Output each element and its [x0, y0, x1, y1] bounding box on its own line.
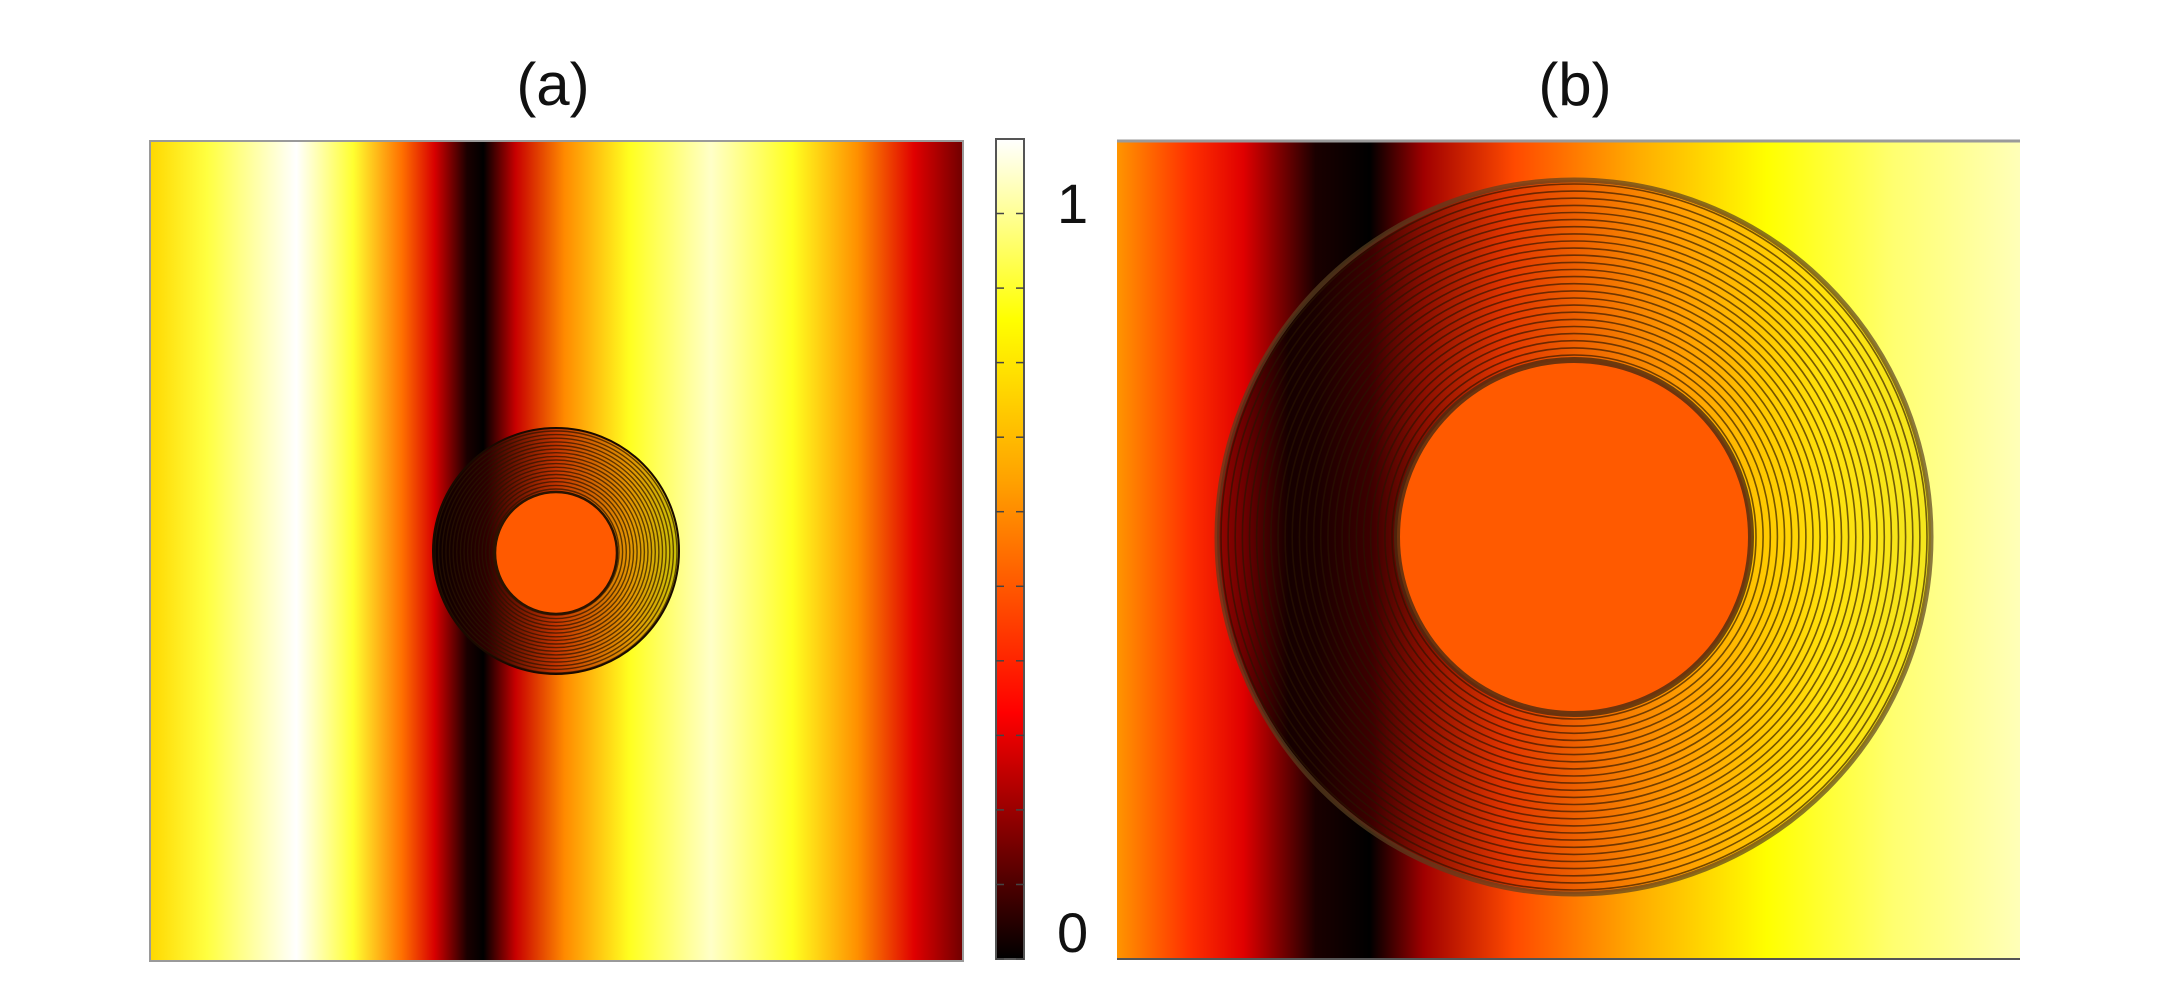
- panel-a-plot: [149, 140, 964, 962]
- panel-b-cloak-ring: [1362, 325, 1786, 749]
- panel-a-label: (a): [516, 51, 590, 118]
- panel-a-cloak-ring: [448, 444, 664, 660]
- panel-b-cloak-ring: [1227, 190, 1921, 884]
- panel-b-cloak-ring: [1262, 225, 1886, 849]
- panel-a-cloak: [432, 427, 680, 675]
- panel-b-cloak-ring: [1241, 204, 1907, 870]
- panel-a-cloak-ring: [463, 459, 649, 645]
- panel-b-cloak-ring: [1248, 211, 1900, 863]
- panel-b-cloak-ring: [1341, 304, 1807, 770]
- panel-b-plot: [1117, 139, 2020, 960]
- panel-b-cloak-ring: [1376, 339, 1772, 735]
- panel-b-cloak-ring: [1277, 240, 1871, 834]
- panel-b-cloak-ring: [1305, 268, 1843, 806]
- panel-b-cloak-ring: [1312, 275, 1836, 799]
- panel-b-cloak-ring: [1220, 183, 1928, 891]
- panel-b-cloak-core: [1394, 357, 1754, 717]
- panel-b-cloak-ring: [1327, 290, 1821, 784]
- colorbar: [995, 138, 1025, 960]
- panel-b-cloak-ring: [1355, 318, 1793, 756]
- panel-a-cloak-ring: [477, 473, 635, 631]
- panel-a-cloak-ring: [470, 466, 642, 638]
- panel-b-cloak: [1214, 177, 1934, 897]
- panel-b-cloak-ring: [1369, 332, 1779, 742]
- colorbar-max-label: 1: [1057, 172, 1089, 235]
- panel-a-cloak-ring: [466, 462, 646, 642]
- panel-a-cloak-ring: [441, 437, 671, 667]
- panel-a-cloak-ring: [481, 477, 631, 627]
- panel-a-cloak-ring: [452, 448, 660, 656]
- panel-b-label: (b): [1538, 51, 1612, 118]
- panel-b-cloak-ring: [1284, 247, 1864, 827]
- panel-a-cloak-rings: [434, 430, 678, 674]
- panel-a-cloak-ring: [488, 484, 624, 620]
- panel-a-cloak-ring: [437, 433, 675, 671]
- panel-b-cloak-ring: [1391, 354, 1757, 720]
- panel-b-cloak-outer-boundary: [1214, 177, 1934, 897]
- panel-b-cloak-ring: [1270, 233, 1878, 841]
- panel-a-frame: [149, 140, 964, 962]
- panel-b-cloak-ring: [1298, 261, 1850, 813]
- panel-a-cloak-outer-boundary: [432, 427, 680, 675]
- panel-a-cloak-ring: [485, 481, 628, 624]
- colorbar-scale: [995, 138, 1025, 960]
- panel-b-cloak-ring: [1384, 347, 1764, 727]
- panel-b-cloak-ring: [1319, 282, 1829, 792]
- colorbar-min-label: 0: [1057, 901, 1089, 964]
- panel-b-cloak-rings: [1220, 183, 1928, 891]
- panel-a-cloak-core: [493, 490, 619, 616]
- panel-a-cloak-ring: [459, 455, 653, 649]
- panel-a-cloak-ring: [474, 470, 638, 634]
- panel-a-cloak-ring: [456, 452, 657, 653]
- panel-b-cloak-ring: [1291, 254, 1857, 820]
- panel-b-cloak-ring: [1234, 197, 1914, 877]
- panel-a-cloak-ring: [445, 441, 667, 663]
- panel-b-cloak-ring: [1334, 297, 1814, 777]
- panel-b-cloak-ring: [1255, 218, 1893, 856]
- panel-b-cloak-ring: [1348, 311, 1800, 763]
- colorbar-ticks: [996, 212, 1024, 960]
